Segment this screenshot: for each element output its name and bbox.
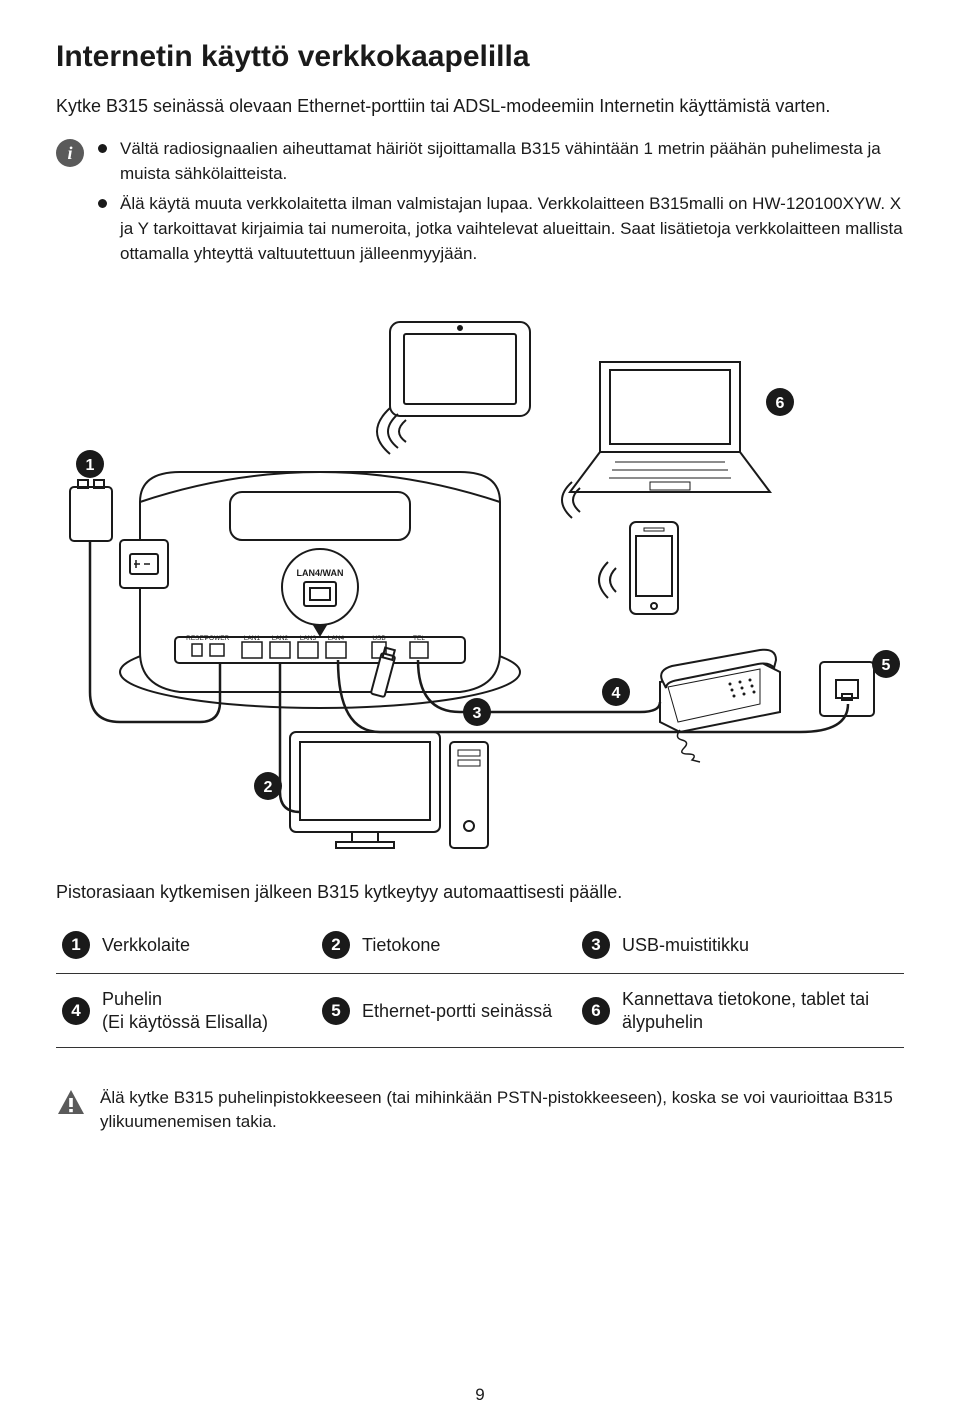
svg-text:4: 4 <box>612 685 621 702</box>
connection-diagram: LAN4/WAN RESET POWER LAN1 LAN2 LAN3 LAN4… <box>56 292 904 852</box>
legend-label: Tietokone <box>362 935 440 955</box>
svg-text:2: 2 <box>264 779 273 796</box>
svg-text:USB: USB <box>372 635 385 642</box>
legend-label: Ethernet-portti seinässä <box>362 1001 552 1021</box>
legend-label: Puhelin (Ei käytössä Elisalla) <box>102 989 268 1032</box>
info-bullet: Älä käytä muuta verkkolaitetta ilman val… <box>98 192 904 266</box>
svg-text:POWER: POWER <box>205 635 230 642</box>
callout-2: 2 <box>254 772 282 800</box>
callout-6: 6 <box>766 388 794 416</box>
page-number: 9 <box>0 1385 960 1405</box>
callout-1: 1 <box>76 450 104 478</box>
after-diagram-text: Pistorasiaan kytkemisen jälkeen B315 kyt… <box>56 882 904 903</box>
legend-row: 4 Puhelin (Ei käytössä Elisalla) 5 Ether… <box>56 974 904 1048</box>
svg-text:LAN2: LAN2 <box>272 635 289 642</box>
svg-text:LAN1: LAN1 <box>244 635 261 642</box>
legend-badge: 2 <box>322 931 350 959</box>
svg-text:6: 6 <box>776 395 785 412</box>
legend-badge: 6 <box>582 997 610 1025</box>
legend-row: 1 Verkkolaite 2 Tietokone 3 USB-muistiti… <box>56 917 904 974</box>
svg-text:5: 5 <box>882 657 891 674</box>
legend-label: USB-muistitikku <box>622 935 749 955</box>
warning-text: Älä kytke B315 puhelinpistokkeeseen (tai… <box>100 1086 904 1134</box>
smartphone-device <box>599 522 678 614</box>
laptop-device <box>562 362 770 518</box>
info-bullet-list: Vältä radiosignaalien aiheuttamat häiriö… <box>98 137 904 272</box>
svg-text:1: 1 <box>86 457 95 474</box>
svg-text:3: 3 <box>473 705 482 722</box>
svg-text:LAN3: LAN3 <box>300 635 317 642</box>
legend-table: 1 Verkkolaite 2 Tietokone 3 USB-muistiti… <box>56 917 904 1048</box>
warning-block: Älä kytke B315 puhelinpistokkeeseen (tai… <box>56 1086 904 1134</box>
router-device: LAN4/WAN RESET POWER LAN1 LAN2 LAN3 LAN4… <box>120 472 520 708</box>
legend-label: Kannettava tietokone, tablet tai älypuhe… <box>622 989 869 1032</box>
legend-badge: 1 <box>62 931 90 959</box>
callout-4: 4 <box>602 678 630 706</box>
tablet-device <box>377 322 530 454</box>
legend-label: Verkkolaite <box>102 935 190 955</box>
legend-badge: 4 <box>62 997 90 1025</box>
page-heading: Internetin käyttö verkkokaapelilla <box>56 40 904 74</box>
svg-text:TEL: TEL <box>413 635 425 642</box>
legend-badge: 5 <box>322 997 350 1025</box>
info-bullet: Vältä radiosignaalien aiheuttamat häiriö… <box>98 137 904 186</box>
wall-plate-power <box>120 540 168 588</box>
callout-3: 3 <box>463 698 491 726</box>
callout-5: 5 <box>872 650 900 678</box>
info-icon: i <box>56 139 84 167</box>
legend-badge: 3 <box>582 931 610 959</box>
svg-text:LAN4/WAN: LAN4/WAN <box>297 568 344 578</box>
warning-icon <box>56 1088 86 1116</box>
info-block: i Vältä radiosignaalien aiheuttamat häir… <box>56 137 904 272</box>
intro-paragraph: Kytke B315 seinässä olevaan Ethernet-por… <box>56 94 904 119</box>
svg-text:LAN4: LAN4 <box>328 635 345 642</box>
